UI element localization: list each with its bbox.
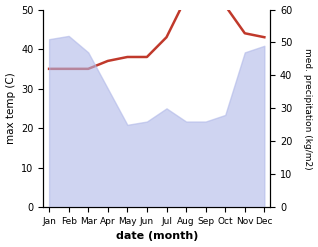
Y-axis label: max temp (C): max temp (C)	[5, 72, 16, 144]
X-axis label: date (month): date (month)	[115, 231, 198, 242]
Y-axis label: med. precipitation (kg/m2): med. precipitation (kg/m2)	[303, 48, 313, 169]
